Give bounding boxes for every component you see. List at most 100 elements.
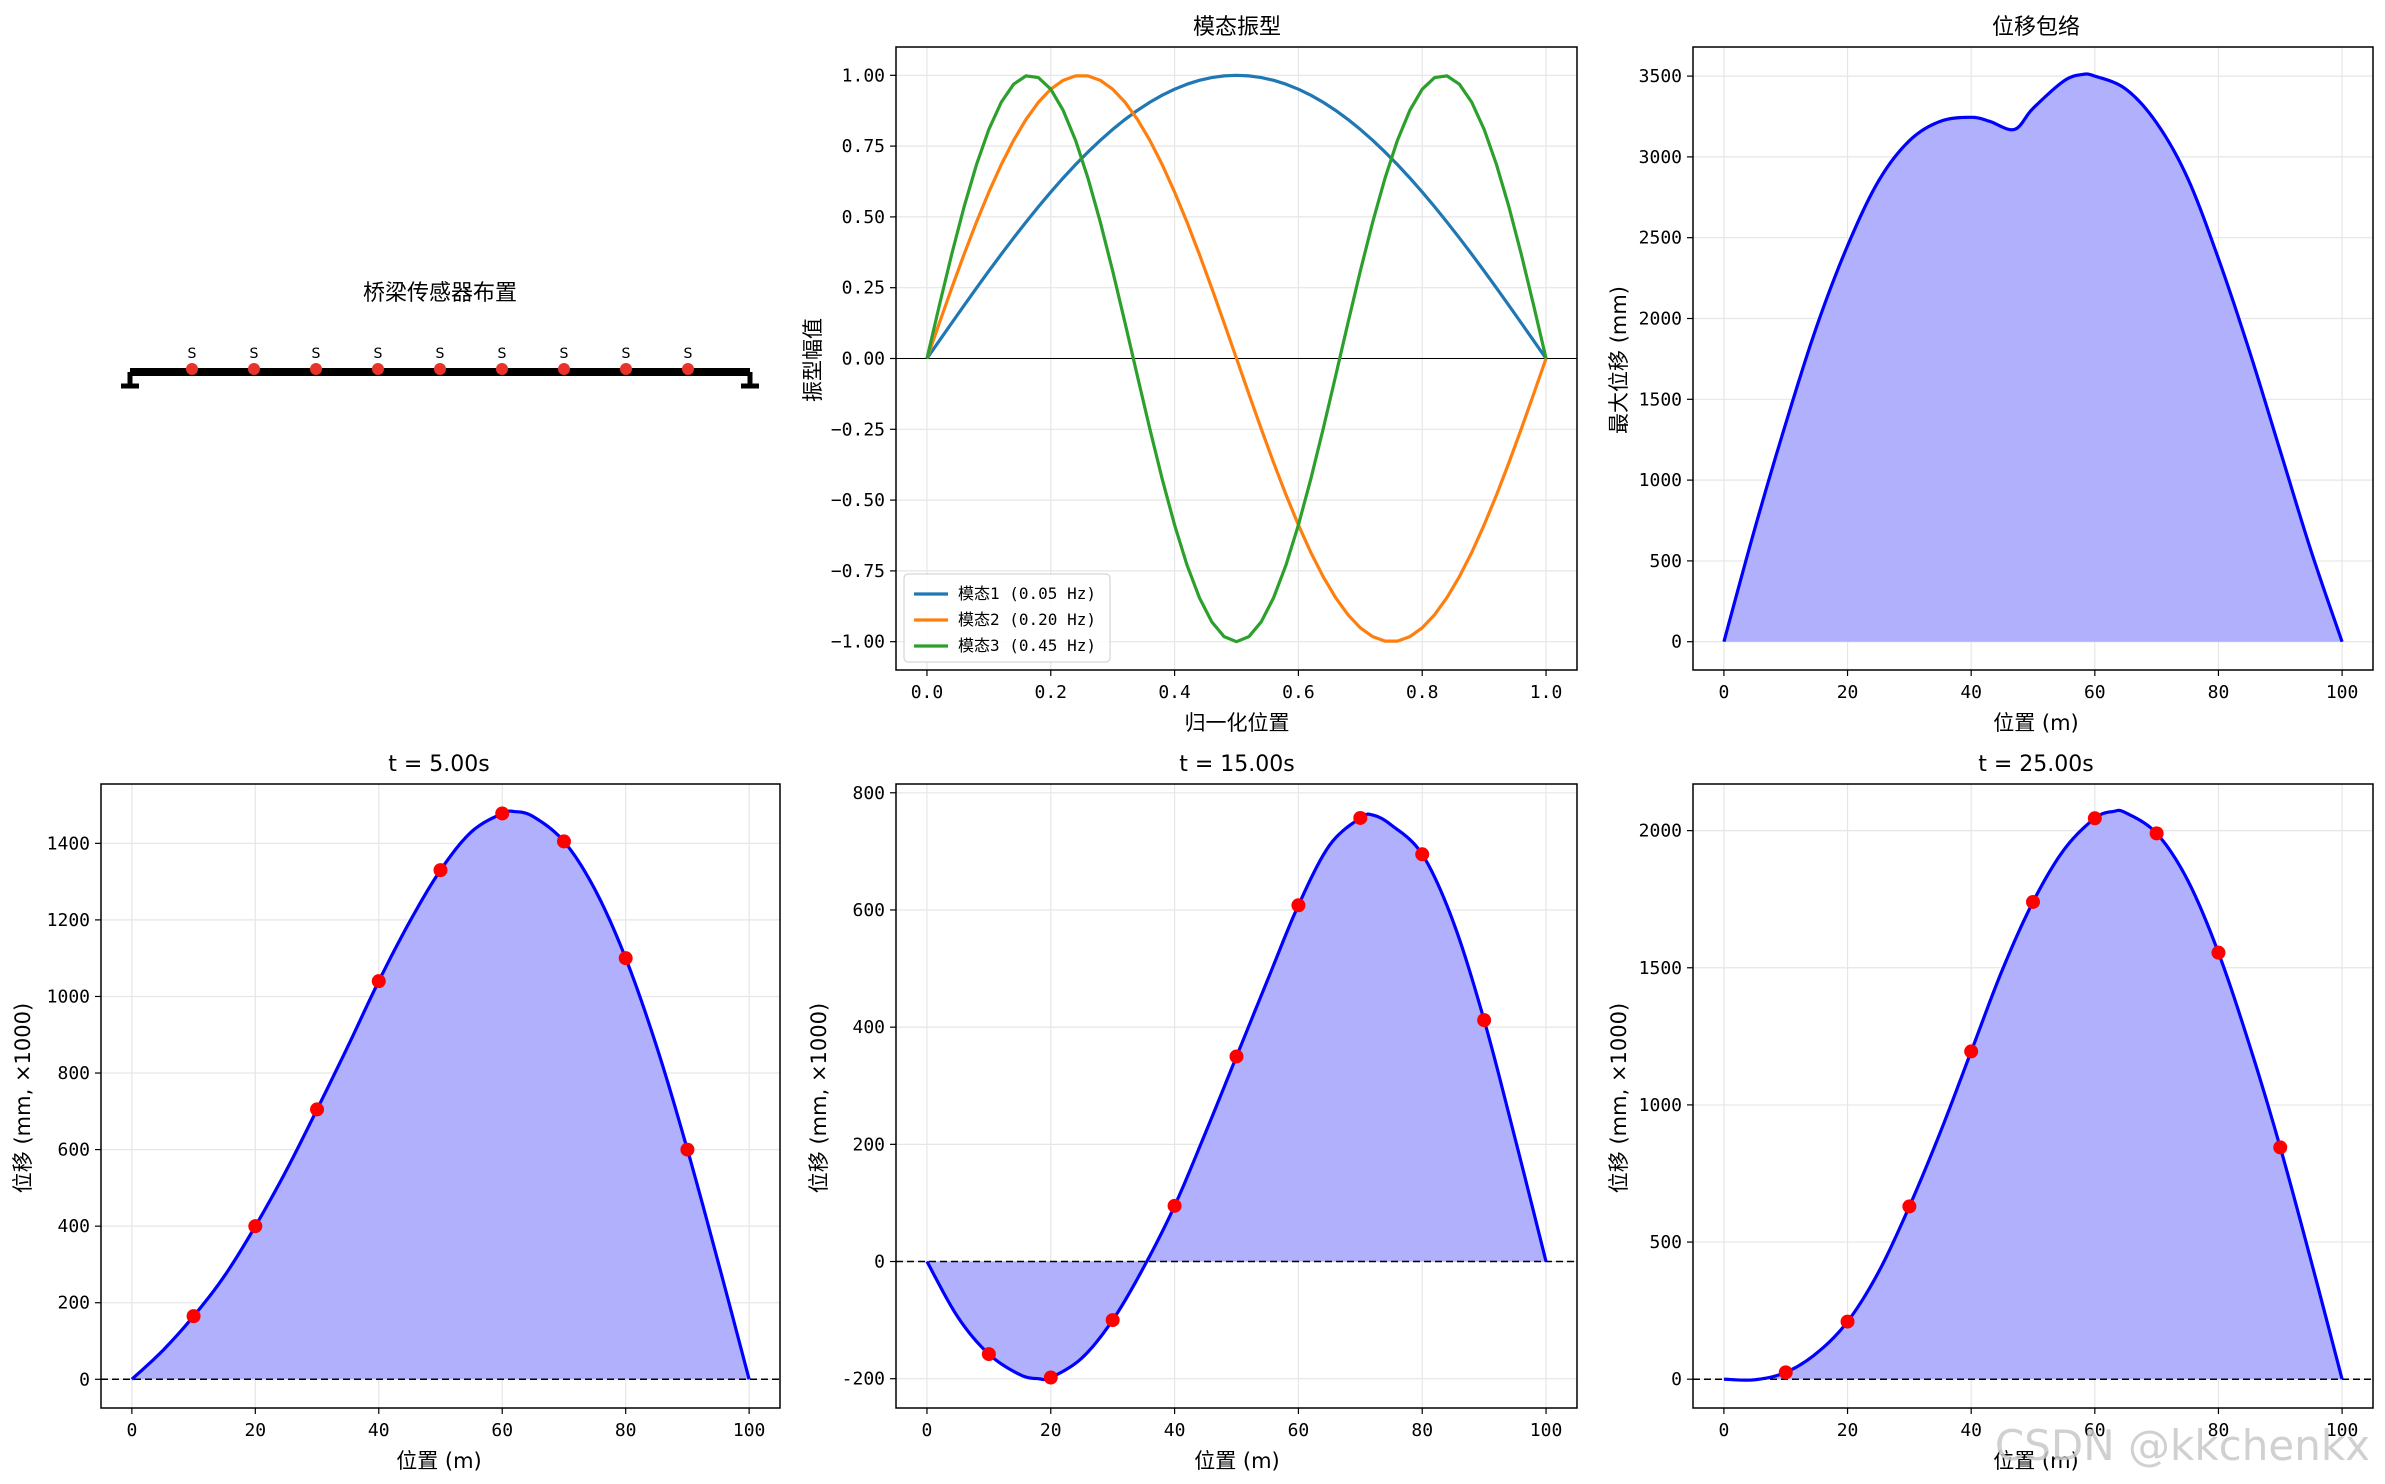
sensor-point: [248, 1219, 263, 1234]
x-tick-label: 0.4: [1158, 682, 1191, 703]
x-tick-label: 80: [2208, 682, 2230, 703]
sensor-marker: [620, 363, 632, 375]
y-tick-label: 1500: [1639, 389, 1682, 410]
area-fill: [1723, 810, 2343, 1381]
sensor-label: S: [436, 346, 445, 362]
sensor-points: [186, 806, 695, 1324]
x-tick-label: 60: [2084, 1420, 2106, 1441]
x-axis-label: 归一化位置: [1185, 711, 1290, 735]
series-line: [1722, 72, 2344, 643]
y-tick-label: 0: [1671, 632, 1682, 653]
sensor-point: [371, 974, 386, 989]
sensor-point: [495, 806, 510, 821]
x-tick-label: 40: [1960, 1420, 1982, 1441]
area-fill: [926, 814, 1547, 1380]
sensor-label: S: [250, 346, 259, 362]
sensor-point: [1902, 1199, 1917, 1214]
y-tick-label: 500: [1649, 551, 1682, 572]
area-fill: [131, 811, 750, 1380]
tick-marks: 0 20 40 60 80 100 -200 0 200 400 600 800: [842, 783, 1563, 1441]
sensor-point: [1415, 847, 1430, 862]
sensor-label: S: [312, 346, 321, 362]
sensor-point: [1043, 1370, 1058, 1385]
bridge-title: 桥梁传感器布置: [363, 281, 517, 306]
chart-title: t = 5.00s: [388, 752, 490, 777]
y-axis-label: 位移 (mm, ×1000): [11, 1003, 35, 1193]
axes-frame: [895, 46, 1578, 671]
y-tick-label: 3000: [1639, 147, 1682, 168]
sensor-label: S: [684, 346, 693, 362]
sensor-point: [310, 1102, 325, 1117]
y-tick-label: 1200: [47, 910, 90, 931]
x-tick-label: 0.2: [1035, 682, 1068, 703]
chart-title: 模态振型: [1193, 15, 1281, 40]
series-line-mode2: [925, 74, 1548, 643]
sensor-label: S: [560, 346, 569, 362]
y-tick-label: 0.75: [842, 136, 885, 157]
sensor-marker: [434, 363, 446, 375]
y-tick-label: −0.25: [831, 419, 885, 440]
sensor-label: S: [374, 346, 383, 362]
sensor-point: [1105, 1313, 1120, 1328]
x-tick-label: 20: [1040, 1420, 1062, 1441]
watermark: CSDN @kkchenkx: [1995, 1421, 2370, 1470]
sensor-marker: [372, 363, 384, 375]
y-tick-label: −0.50: [831, 490, 885, 511]
sensor-point: [556, 834, 571, 849]
displacement-t25-chart: t = 25.00s 位置 (m) 位移 (mm, ×1000) 0 20 40 60…: [1607, 752, 2374, 1473]
series-line-mode1: [925, 73, 1548, 360]
y-tick-label: 200: [57, 1293, 90, 1314]
x-tick-label: 0.0: [911, 682, 944, 703]
y-tick-label: 0: [874, 1252, 885, 1273]
series-line: [1723, 808, 2344, 1382]
displacement-t15-chart: t = 15.00s 位置 (m) 位移 (mm, ×1000) 0 20 40 60…: [807, 752, 1578, 1473]
y-tick-label: 400: [852, 1017, 885, 1038]
legend-entry: 模态1 (0.05 Hz): [958, 584, 1096, 603]
axes-frame: [895, 783, 1578, 1409]
x-tick-label: 60: [2084, 682, 2106, 703]
legend-box: [903, 573, 1111, 663]
sensor-marker: [682, 363, 694, 375]
y-tick-label: 0.00: [842, 349, 885, 370]
y-tick-label: 600: [852, 900, 885, 921]
tick-marks: 0.0 0.2 0.4 0.6 0.8 1.0 −1.00 −0.75 −0.50 −0.25 0.…: [831, 65, 1562, 703]
sensor-point: [1778, 1365, 1793, 1380]
x-tick-label: 80: [2208, 1420, 2230, 1441]
x-tick-label: 0: [1718, 682, 1729, 703]
y-tick-label: 0.25: [842, 278, 885, 299]
series-line: [130, 809, 751, 1381]
sensor-point: [186, 1309, 201, 1324]
x-axis-label: 位置 (m): [1993, 711, 2079, 735]
sensor-point: [1229, 1049, 1244, 1064]
sensor-marker: [186, 363, 198, 375]
displacement-t5-chart: t = 5.00s 位置 (m) 位移 (mm, ×1000) 0 20 40 60 8…: [11, 752, 781, 1473]
x-tick-label: 0: [1718, 1420, 1729, 1441]
chart-title: t = 25.00s: [1978, 752, 2094, 777]
y-tick-label: −1.00: [831, 632, 885, 653]
sensor-label: S: [188, 346, 197, 362]
y-axis-label: 最大位移 (mm): [1607, 286, 1631, 434]
sensor-label: S: [622, 346, 631, 362]
y-tick-label: 1500: [1639, 958, 1682, 979]
x-tick-label: 40: [368, 1420, 390, 1441]
y-tick-label: 2000: [1639, 309, 1682, 330]
x-axis-label: 位置 (m): [1993, 1449, 2079, 1473]
x-tick-label: 60: [1288, 1420, 1310, 1441]
sensor-point: [2026, 894, 2040, 909]
sensor-point: [1291, 898, 1306, 913]
sensor-point: [1477, 1013, 1492, 1028]
y-tick-label: 1000: [47, 986, 90, 1007]
x-tick-label: 40: [1164, 1420, 1186, 1441]
x-tick-label: 0.6: [1282, 682, 1315, 703]
x-tick-label: 100: [2326, 682, 2359, 703]
y-tick-label: 1.00: [842, 65, 885, 86]
bridge-sensor-layout-panel: 桥梁传感器布置 S S S S S S S S S: [121, 281, 759, 389]
y-tick-label: 2500: [1639, 228, 1682, 249]
sensor-point: [2211, 945, 2226, 960]
sensor-marker: [248, 363, 260, 375]
area-fill: [1723, 74, 2343, 642]
y-tick-label: 400: [57, 1216, 90, 1237]
legend-entry: 模态2 (0.20 Hz): [958, 610, 1096, 629]
